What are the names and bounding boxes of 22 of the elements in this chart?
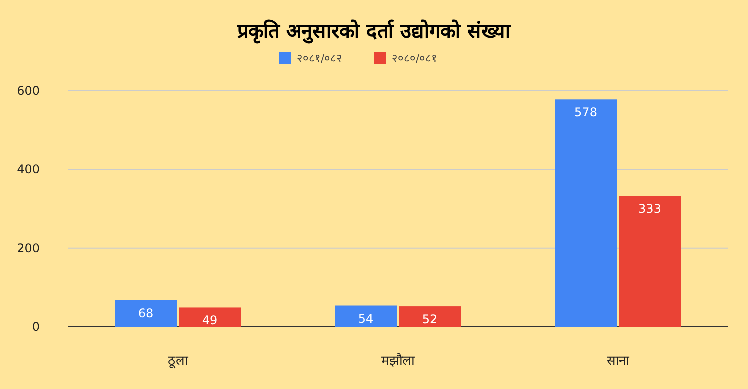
- y-tick-label: 400: [17, 162, 40, 177]
- y-tick-label: 600: [17, 84, 40, 98]
- bar: [179, 308, 241, 327]
- bar: [619, 196, 681, 327]
- chart-title: प्रकृति अनुसारको दर्ता उद्योगको संख्या: [236, 19, 512, 44]
- data-label: 52: [422, 312, 438, 327]
- x-tick-label: मझौला: [382, 353, 416, 369]
- data-label: 68: [138, 306, 154, 320]
- data-label: 333: [638, 202, 662, 216]
- legend-label: २०८१/०८२: [297, 52, 343, 65]
- data-label: 54: [358, 312, 374, 326]
- bar: [335, 306, 397, 327]
- x-tick-label: ठूला: [168, 354, 189, 369]
- y-tick-label: 200: [17, 241, 40, 256]
- bar: [115, 300, 177, 327]
- y-tick-label: 0: [32, 320, 40, 334]
- data-label: 49: [202, 314, 218, 328]
- bar: [555, 100, 617, 327]
- legend-label: २०८०/०८१: [392, 52, 438, 65]
- bar: [399, 306, 461, 327]
- data-label: 578: [574, 106, 598, 120]
- x-tick-label: साना: [607, 354, 630, 369]
